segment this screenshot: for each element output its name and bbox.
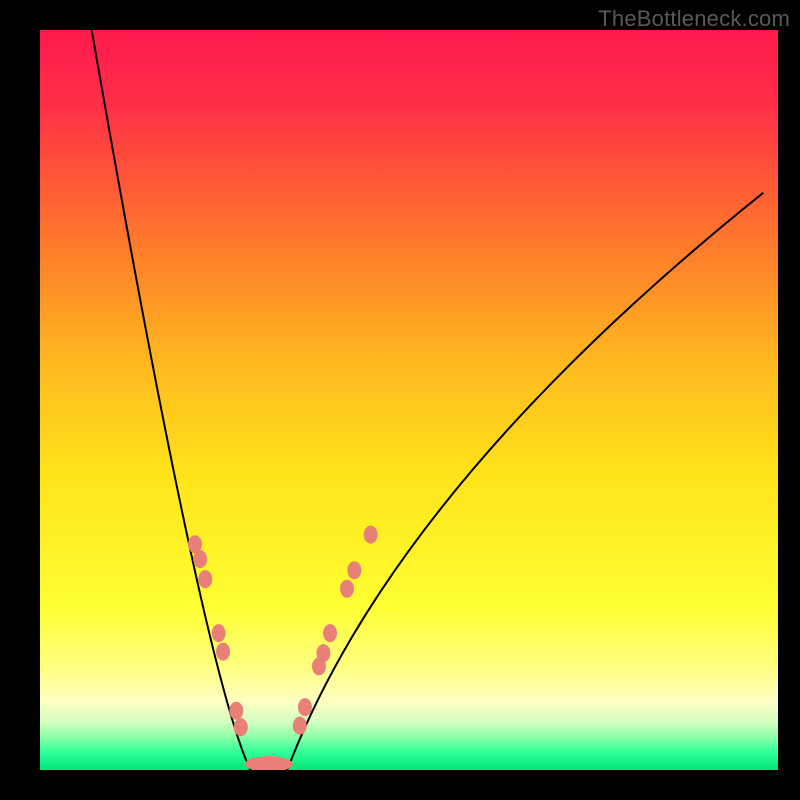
gradient-background [40, 30, 778, 770]
marker-left [234, 718, 248, 736]
marker-left [198, 570, 212, 588]
marker-left [193, 550, 207, 568]
marker-right [347, 561, 361, 579]
marker-left [229, 702, 243, 720]
marker-right [323, 624, 337, 642]
watermark-text: TheBottleneck.com [598, 6, 790, 32]
marker-left [216, 643, 230, 661]
chart-frame: TheBottleneck.com [0, 0, 800, 800]
marker-right [340, 580, 354, 598]
marker-right [298, 698, 312, 716]
marker-right [364, 526, 378, 544]
marker-left [212, 624, 226, 642]
marker-right [293, 717, 307, 735]
bottleneck-chart [40, 30, 778, 770]
marker-right [316, 644, 330, 662]
